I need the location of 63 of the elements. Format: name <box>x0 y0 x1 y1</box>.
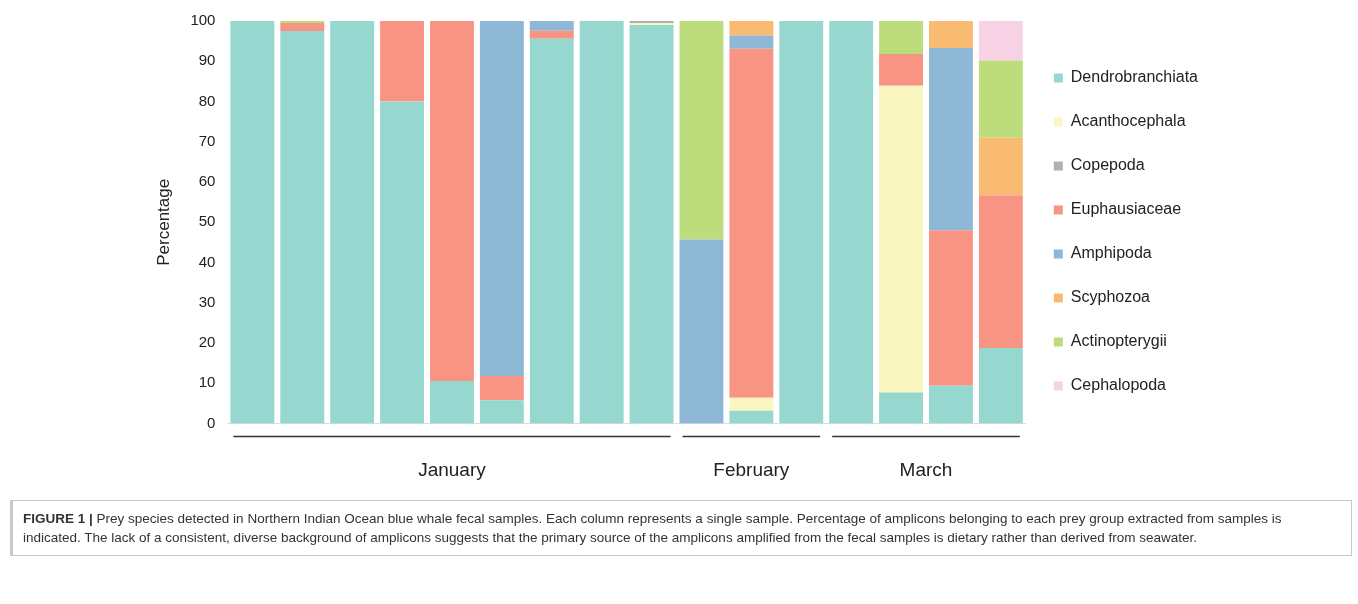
bar <box>280 23 325 32</box>
bar <box>230 21 275 424</box>
y-tick-label: 100 <box>190 11 216 29</box>
legend-label: Copepoda <box>1070 156 1145 174</box>
bar <box>479 400 524 424</box>
y-tick-label: 80 <box>198 91 216 109</box>
bar <box>529 38 574 424</box>
caption: FIGURE 1 | Prey species detected in Northern Indian Ocean blue whale fecal samples. Each column represents a single sample. Percentage of amplicons belonging to each prey group extracted from samples is indicated. The lack of a consistent, diverse background of amplicons suggests that the primary source of the amplicons amplified from the fecal samples is dietary rather than derived from seawater. <box>10 500 1352 556</box>
bar <box>929 385 973 424</box>
y-tick-label: 90 <box>198 51 216 69</box>
bar <box>729 48 774 398</box>
legend-label: Scyphozoa <box>1070 288 1151 306</box>
legend-label: Actinopterygii <box>1070 332 1167 350</box>
bar <box>479 21 524 377</box>
bar <box>978 21 1023 61</box>
legend-label: Euphausiaceae <box>1070 200 1182 218</box>
bar <box>978 347 1023 424</box>
text: January <box>418 458 487 480</box>
bar <box>529 30 574 39</box>
y-tick-label: 50 <box>198 212 216 230</box>
y-tick-label: 20 <box>198 333 216 351</box>
bar <box>729 410 774 424</box>
bar <box>679 21 724 240</box>
y-axis-title: Percentage <box>153 178 173 266</box>
bar <box>629 25 674 424</box>
y-tick-label: 30 <box>198 292 216 310</box>
bar <box>729 35 774 49</box>
bar <box>479 376 524 401</box>
bar <box>929 47 973 231</box>
bar <box>779 21 824 424</box>
bar <box>978 195 1023 348</box>
text: March <box>899 458 953 480</box>
bar <box>280 21 325 24</box>
bar <box>879 54 924 86</box>
bar <box>579 21 624 424</box>
bar <box>330 21 375 424</box>
bar <box>929 230 973 386</box>
bar <box>430 380 474 424</box>
bar <box>430 21 474 381</box>
y-tick-label: 10 <box>198 373 216 391</box>
bar <box>879 21 924 55</box>
bar <box>978 137 1023 196</box>
bar <box>879 85 924 393</box>
y-tick-label: 40 <box>198 252 216 270</box>
bar <box>280 31 325 424</box>
bar <box>729 21 774 36</box>
bar <box>829 21 874 424</box>
legend-label: Dendrobranchiata <box>1070 68 1199 86</box>
bar <box>929 21 973 48</box>
bar <box>529 21 574 31</box>
y-tick-label: 60 <box>198 172 216 190</box>
legend-label: Acanthocephala <box>1070 112 1186 130</box>
text: February <box>713 458 790 480</box>
legend-label: Amphipoda <box>1070 244 1152 262</box>
bar <box>380 21 425 102</box>
bar <box>380 101 425 424</box>
y-tick-label: 0 <box>207 413 216 431</box>
bar <box>679 239 724 424</box>
y-tick-label: 70 <box>198 131 216 149</box>
bar <box>729 397 774 411</box>
bar <box>978 60 1023 138</box>
legend-label: Cephalopoda <box>1070 376 1167 394</box>
bar <box>879 392 924 424</box>
